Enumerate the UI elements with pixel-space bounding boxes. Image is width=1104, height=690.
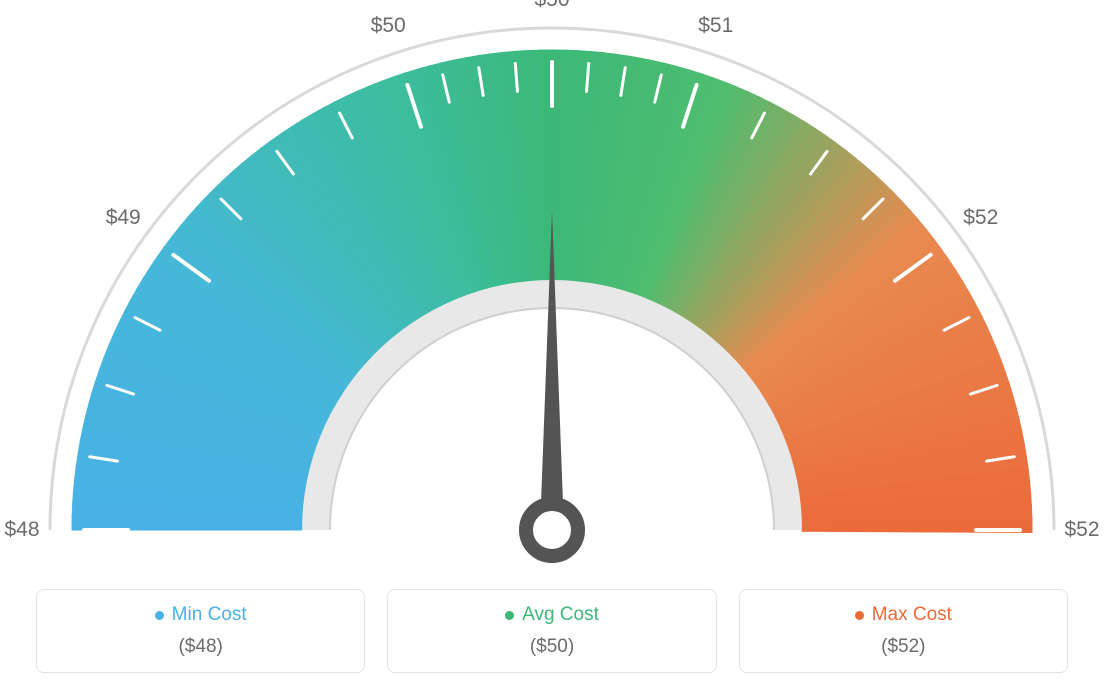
legend-value: ($52) xyxy=(740,636,1067,658)
chart-container: $48 $49 $50 $50 $51 $52 $52 Min Cost ($48) Avg C… xyxy=(0,0,1104,690)
legend-dot-icon xyxy=(855,611,864,620)
legend-label: Avg Cost xyxy=(522,604,599,626)
legend-title: Min Cost xyxy=(155,604,247,626)
legend-value: ($50) xyxy=(388,636,715,658)
legend-label: Min Cost xyxy=(172,604,247,626)
legend-value: ($48) xyxy=(37,636,364,658)
gauge-tick-label: $52 xyxy=(963,206,998,230)
legend-dot-icon xyxy=(155,611,164,620)
gauge-tick-label: $50 xyxy=(371,14,406,38)
gauge-tick-label: $48 xyxy=(4,518,39,542)
legend-title: Avg Cost xyxy=(505,604,599,626)
gauge-tick-label: $49 xyxy=(106,206,141,230)
legend-title: Max Cost xyxy=(855,604,952,626)
gauge-tick-label: $50 xyxy=(534,0,569,12)
legend-box: Min Cost ($48) xyxy=(36,589,365,673)
legend-dot-icon xyxy=(505,611,514,620)
gauge-svg xyxy=(0,0,1104,570)
gauge-tick-label: $51 xyxy=(698,14,733,38)
legend-label: Max Cost xyxy=(872,604,952,626)
legend-box: Max Cost ($52) xyxy=(739,589,1068,673)
gauge-chart: $48 $49 $50 $50 $51 $52 $52 xyxy=(0,0,1104,570)
legend-row: Min Cost ($48) Avg Cost ($50) Max Cost ($52) xyxy=(0,589,1104,673)
gauge-tick-label: $52 xyxy=(1064,518,1099,542)
legend-box: Avg Cost ($50) xyxy=(387,589,716,673)
